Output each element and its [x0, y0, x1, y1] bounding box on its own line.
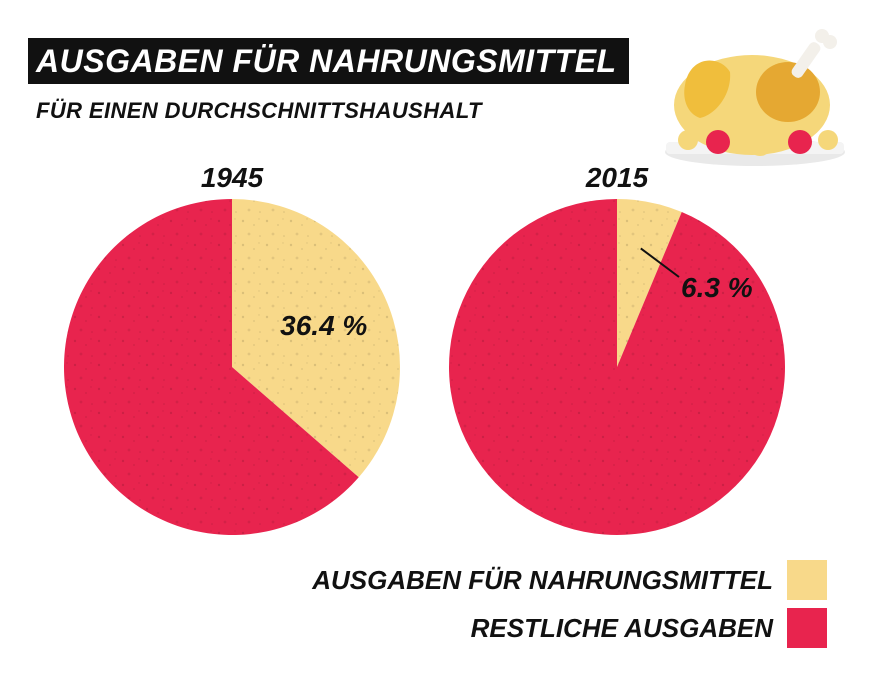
chart-legend: AUSGABEN FÜR NAHRUNGSMITTEL RESTLICHE AU… [312, 558, 827, 654]
legend-item-food: AUSGABEN FÜR NAHRUNGSMITTEL [312, 558, 827, 602]
slice-label-2015-food: 6.3 % [681, 272, 753, 303]
legend-swatch-food [787, 560, 827, 600]
legend-label-rest: RESTLICHE AUSGABEN [470, 612, 773, 643]
legend-item-rest: RESTLICHE AUSGABEN [312, 606, 827, 650]
chart-subtitle: FÜR EINEN DURCHSCHNITTSHAUSHALT [36, 98, 482, 123]
roast-chicken-icon [665, 29, 845, 166]
legend-swatch-rest [787, 608, 827, 648]
chart-title: AUSGABEN FÜR NAHRUNGSMITTEL [28, 38, 629, 84]
legend-label-food: AUSGABEN FÜR NAHRUNGSMITTEL [312, 564, 773, 595]
pie-title-1945: 1945 [200, 162, 264, 193]
slice-label-1945-food: 36.4 % [280, 310, 367, 341]
pie-title-2015: 2015 [585, 162, 649, 193]
slice-leader-line-2015 [640, 247, 680, 278]
